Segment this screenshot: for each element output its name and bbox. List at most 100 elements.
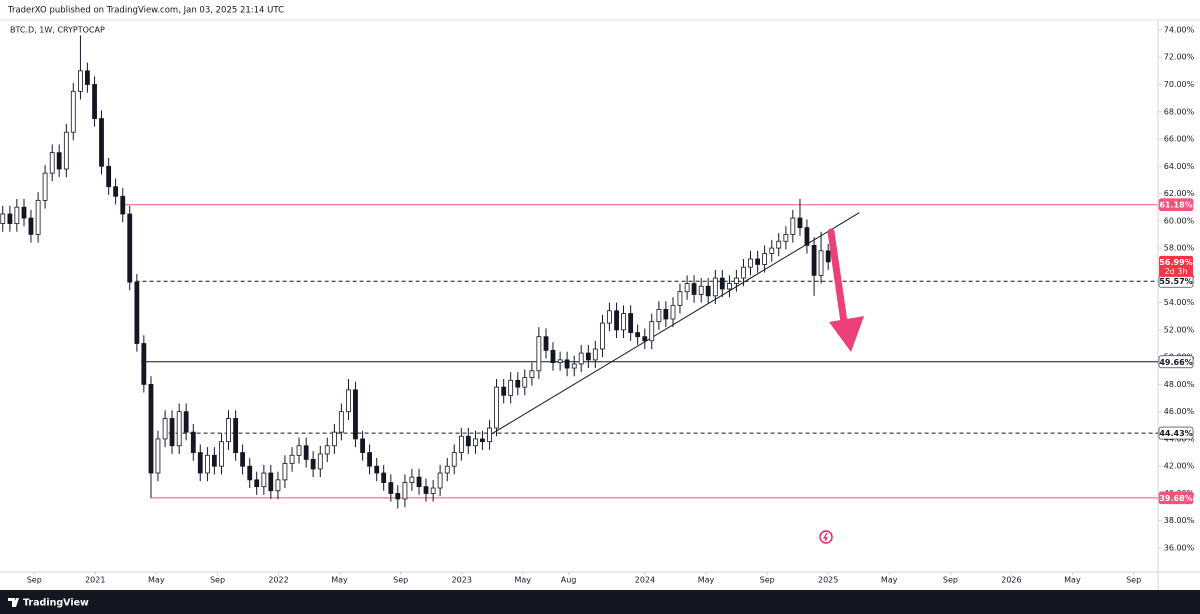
candle-body <box>423 486 429 494</box>
last-price-label: 56.99% <box>1159 258 1192 267</box>
candle-body <box>374 465 380 474</box>
x-tick-label: May <box>881 576 898 585</box>
candle-body <box>183 411 189 433</box>
candle-body <box>592 348 598 361</box>
candle-body <box>719 277 725 290</box>
candle-body <box>656 309 662 323</box>
candle-body <box>310 458 316 470</box>
candle-body <box>324 445 330 455</box>
candle-body <box>226 418 231 443</box>
candle-body <box>621 313 626 331</box>
candle-body <box>70 90 76 133</box>
candle-body <box>21 206 27 219</box>
candle-body <box>134 281 140 344</box>
candle-body <box>353 389 358 440</box>
x-tick-label: 2024 <box>635 576 655 585</box>
alert-bolt <box>822 532 829 542</box>
candle-body <box>0 213 6 224</box>
x-tick-label: May <box>698 576 715 585</box>
x-tick-label: May <box>1064 576 1081 585</box>
candle-body <box>42 172 48 201</box>
y-tick-label: 38.00% <box>1164 516 1195 525</box>
level-label-bg <box>1158 355 1194 369</box>
candle-body <box>106 165 112 188</box>
candle-body <box>84 70 90 85</box>
x-tick-label: Sep <box>943 576 958 585</box>
candle-body <box>63 131 69 170</box>
y-tick-label: 48.00% <box>1164 380 1195 389</box>
level-label: 55.57% <box>1159 277 1192 286</box>
x-tick-label: 2022 <box>268 576 288 585</box>
candle-body <box>550 349 556 363</box>
candle-body <box>148 384 154 474</box>
y-tick-label: 74.00% <box>1164 25 1195 34</box>
x-tick-label: Sep <box>393 576 408 585</box>
candle-body <box>346 389 351 413</box>
candle-body <box>240 452 245 467</box>
candle-body <box>275 479 281 492</box>
x-tick-label: May <box>514 576 531 585</box>
candle-body <box>14 206 20 224</box>
candle-body <box>727 283 732 290</box>
candle-body <box>769 247 775 254</box>
candle-body <box>99 118 104 167</box>
candle-body <box>409 476 415 483</box>
level-label: 44.43% <box>1159 429 1192 438</box>
candle-body <box>670 304 676 320</box>
candle-body <box>444 465 450 474</box>
candle-body <box>247 465 253 481</box>
candle-body <box>465 435 471 447</box>
x-tick-label: Sep <box>27 576 42 585</box>
candle-body <box>501 386 507 396</box>
candle-body <box>790 217 796 235</box>
candle-body <box>607 310 612 324</box>
candle-body <box>113 186 119 197</box>
y-tick-label: 68.00% <box>1164 107 1195 116</box>
candle-body <box>804 227 810 246</box>
candle-body <box>600 322 605 350</box>
candle-body <box>480 438 485 443</box>
candle-body <box>261 472 267 488</box>
candle-body <box>211 454 217 467</box>
candle-body <box>35 199 41 235</box>
candle-body <box>642 336 648 342</box>
candle-body <box>473 438 478 447</box>
candle-body <box>190 431 196 453</box>
y-tick-label: 62.00% <box>1164 189 1195 198</box>
y-tick-label: 54.00% <box>1164 298 1195 307</box>
candle-body <box>515 379 521 388</box>
level-label: 49.66% <box>1159 358 1192 367</box>
candle-body <box>698 285 704 295</box>
candle-body <box>7 213 13 224</box>
plot-area <box>0 35 1158 509</box>
x-tick-label: 2026 <box>1001 576 1021 585</box>
candle-body <box>522 377 528 388</box>
candle-body <box>635 332 641 338</box>
candle-body <box>797 217 803 229</box>
candle-body <box>614 310 619 331</box>
arrow-shaft <box>827 228 848 326</box>
annotation-arrow <box>827 228 864 352</box>
trendline <box>489 212 860 436</box>
candle-body <box>56 152 62 170</box>
header-text: TraderXO published on TradingView.com, J… <box>7 6 284 16</box>
x-tick-label: 2021 <box>85 576 105 585</box>
candle-body <box>155 438 161 474</box>
candle-body <box>578 352 584 365</box>
candle-body <box>219 441 224 467</box>
y-tick-label: 60.00% <box>1164 216 1195 225</box>
candle-body <box>367 452 372 467</box>
candle-body <box>78 70 83 92</box>
level-label-bg <box>1158 198 1194 212</box>
candle-body <box>303 445 309 460</box>
x-tick-label: 2025 <box>818 576 838 585</box>
y-tick-label: 36.00% <box>1164 544 1195 553</box>
brand-logo <box>8 598 19 607</box>
candle-body <box>776 240 782 249</box>
candle-body <box>762 253 768 265</box>
level-label-bg <box>1158 426 1194 440</box>
alert-icon <box>819 530 833 544</box>
level-label-bg <box>1158 491 1194 505</box>
